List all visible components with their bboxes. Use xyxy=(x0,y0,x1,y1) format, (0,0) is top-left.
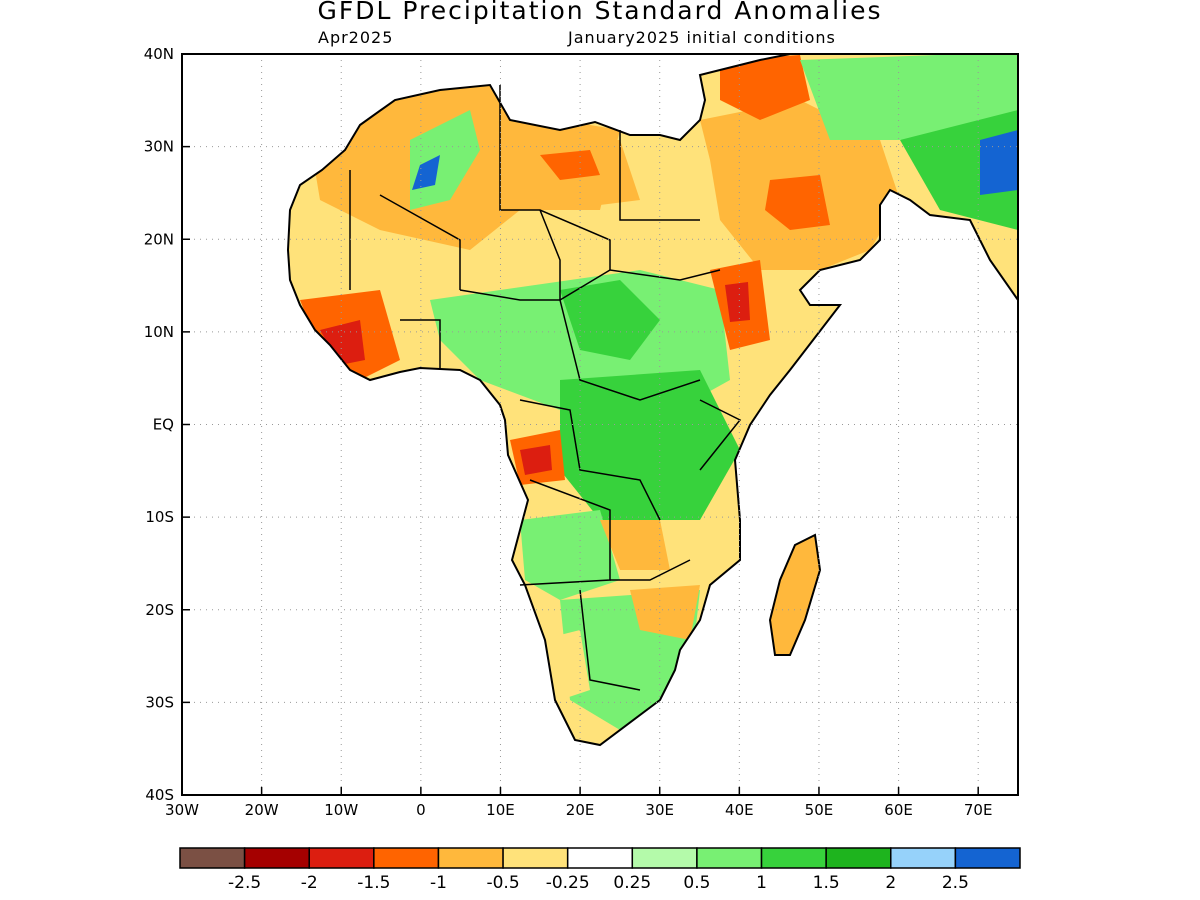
x-tick-label: 60E xyxy=(884,801,913,819)
x-tick-label: 10E xyxy=(486,801,515,819)
colorbar-swatch xyxy=(308,847,375,869)
forecast-month: Apr2025 xyxy=(318,28,394,47)
colorbar-label: 0.25 xyxy=(613,873,651,893)
x-tick-label: 20E xyxy=(566,801,595,819)
colorbar-swatch xyxy=(373,847,440,869)
anomaly-patch-pakistan xyxy=(900,90,1018,230)
colorbar-swatch xyxy=(566,847,634,869)
anomaly-patch-namibia xyxy=(540,630,590,700)
colorbar-swatch xyxy=(890,847,957,869)
y-tick-label: 30S xyxy=(145,693,174,711)
country-borders xyxy=(349,85,742,691)
colorbar-swatch xyxy=(696,847,763,869)
anomaly-patch-arabia-core xyxy=(765,175,830,230)
colorbar-label: -1.5 xyxy=(357,873,390,893)
colorbar-label: 0.5 xyxy=(683,873,710,893)
colorbar-label: 2.5 xyxy=(942,873,969,893)
x-tick-label: 10W xyxy=(324,801,358,819)
y-tick-label: 20S xyxy=(145,601,174,619)
colorbar-swatch xyxy=(179,847,246,869)
anomaly-patch-ethiopia-core xyxy=(725,282,750,322)
y-tick-label: 40S xyxy=(145,786,174,804)
anomaly-patch-iran xyxy=(800,54,1018,140)
x-tick-label: 40E xyxy=(725,801,754,819)
colorbar-swatch xyxy=(954,847,1021,869)
colorbar-label: -2 xyxy=(301,873,318,893)
anomaly-patch-chad xyxy=(560,280,660,360)
plot-frame xyxy=(181,53,1019,796)
y-tick-label: 10S xyxy=(145,508,174,526)
anomaly-patch-mozambique xyxy=(630,585,700,640)
x-tick-label: 30E xyxy=(645,801,674,819)
x-tick-label: 50E xyxy=(805,801,834,819)
colorbar-label: 1.5 xyxy=(813,873,840,893)
y-tick-label: 40N xyxy=(144,45,174,63)
x-tick-label: 0 xyxy=(416,801,426,819)
map-title: GFDL Precipitation Standard Anomalies xyxy=(317,0,883,25)
initial-conditions: January2025 initial conditions xyxy=(568,28,836,47)
colorbar-label: 2 xyxy=(885,873,896,893)
y-tick-label: 10N xyxy=(144,323,174,341)
y-tick-label: EQ xyxy=(153,416,174,434)
madagascar xyxy=(768,533,822,656)
colorbar-label: -0.25 xyxy=(546,873,590,893)
colorbar-swatch xyxy=(437,847,504,869)
anomaly-patch-angola xyxy=(520,510,620,600)
colorbar-swatch xyxy=(760,847,827,869)
colorbar: -2.5 -2 -1.5 -1 -0.5 -0.25 0.25 0.5 1 1.5 2 2.5 xyxy=(179,847,1021,893)
x-tick-label: 30W xyxy=(165,801,199,819)
colorbar-label: -1 xyxy=(430,873,447,893)
anomaly-patch-west-coast-core xyxy=(320,320,365,365)
anomaly-patch-turkey xyxy=(720,55,810,120)
y-tick-label: 20N xyxy=(144,230,174,248)
anomaly-patch-zambia xyxy=(600,520,670,570)
axis-ticks: 30W 20W 10W 0 10E 20E 30E 40E 50E 60E 70E 40N 30N 20N… xyxy=(144,45,993,819)
colorbar-swatch xyxy=(631,847,698,869)
anomaly-patch-congo xyxy=(560,370,740,520)
colorbar-swatch xyxy=(243,847,310,869)
colorbar-label: -2.5 xyxy=(228,873,261,893)
x-tick-label: 20W xyxy=(245,801,279,819)
anomaly-patch-gabon-core xyxy=(520,445,552,475)
anomaly-patch-pakistan-core xyxy=(980,130,1018,195)
colorbar-label: -0.5 xyxy=(486,873,519,893)
y-tick-label: 30N xyxy=(144,138,174,156)
x-tick-label: 70E xyxy=(964,801,993,819)
colorbar-swatch xyxy=(825,847,892,869)
anomaly-patch-algeria-core xyxy=(412,155,440,190)
anomaly-patch-libya-core xyxy=(540,150,600,180)
colorbar-swatch xyxy=(502,847,569,869)
colorbar-label: 1 xyxy=(756,873,767,893)
